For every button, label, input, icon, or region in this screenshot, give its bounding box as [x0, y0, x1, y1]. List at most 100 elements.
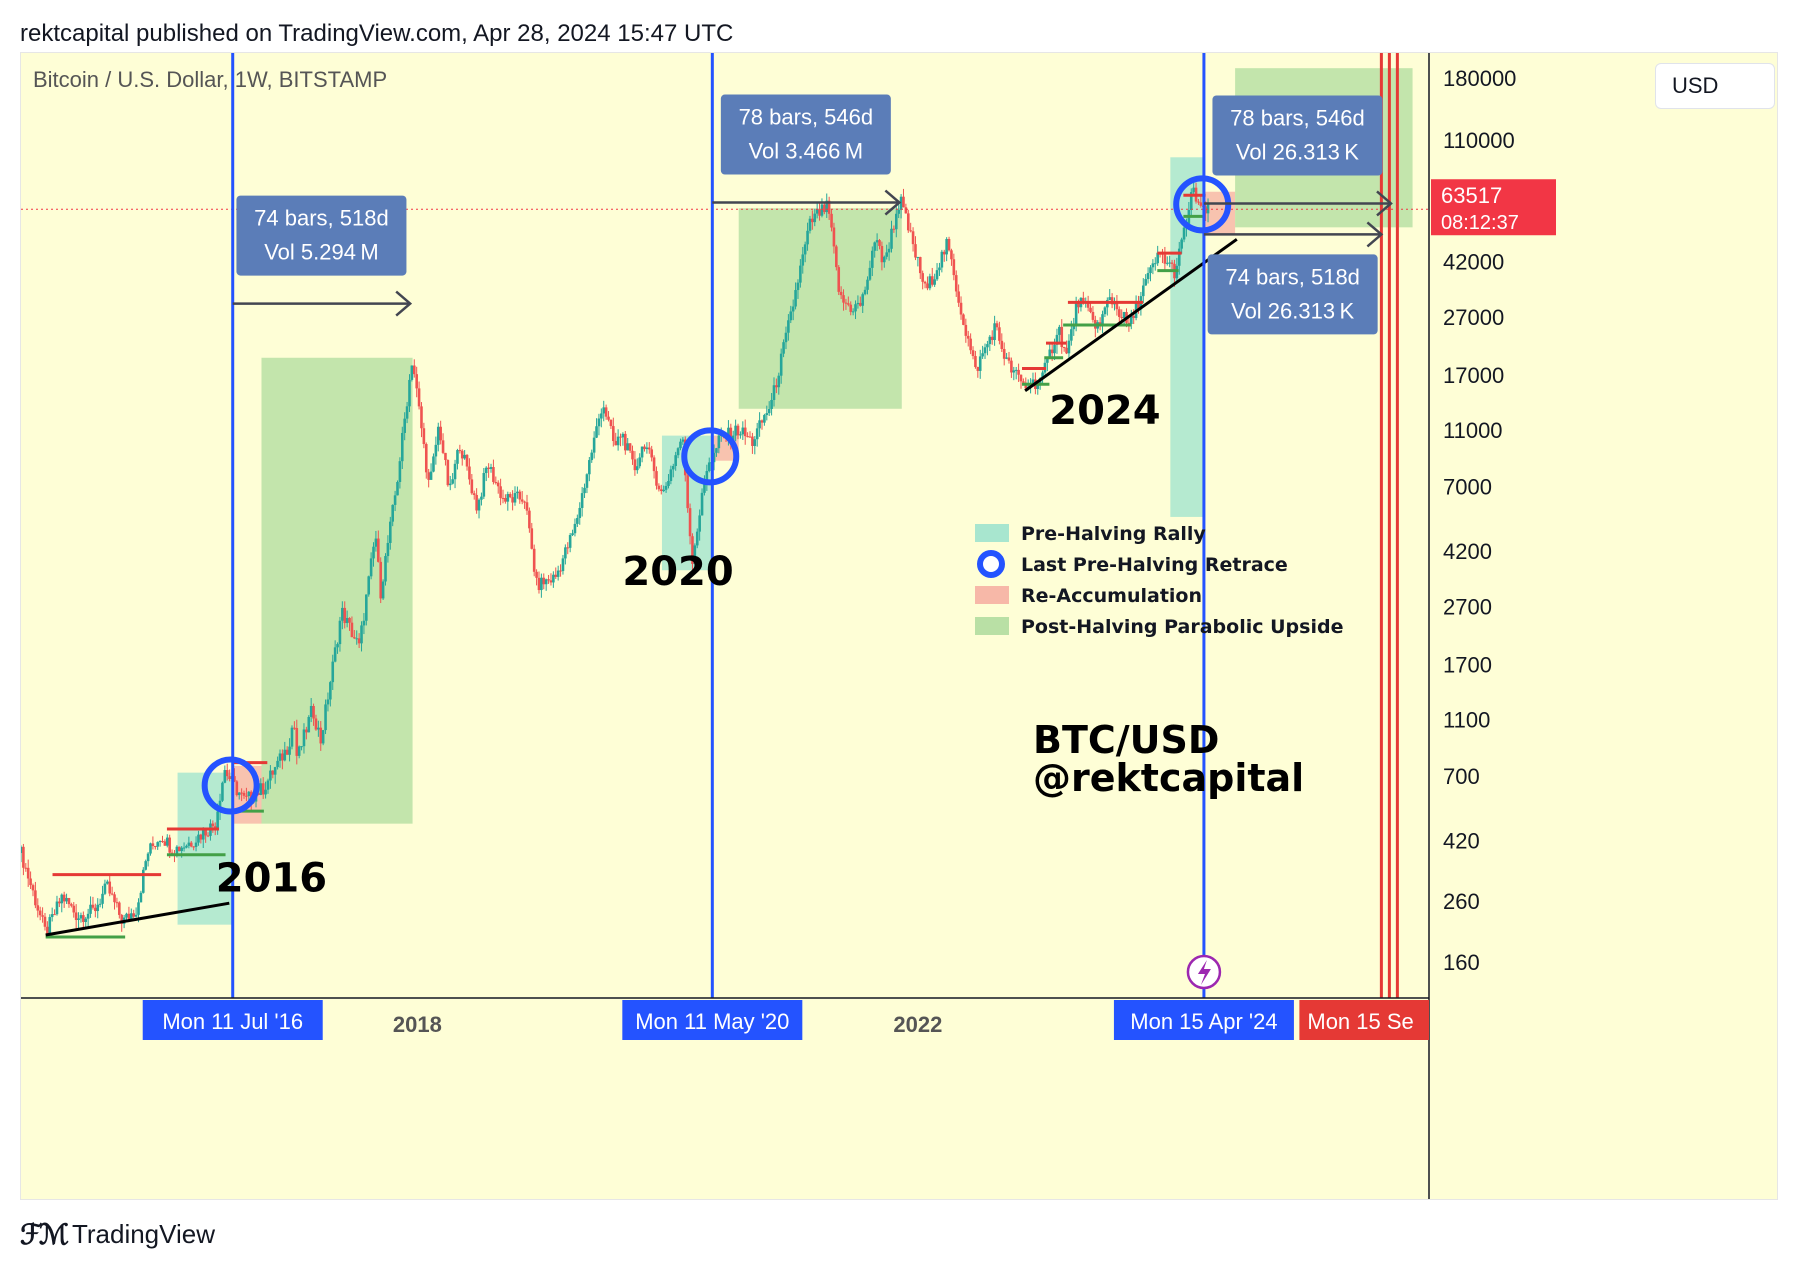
candle-body	[993, 323, 996, 341]
candle-body	[609, 419, 613, 427]
candle-body	[928, 276, 932, 289]
candle-body	[34, 890, 37, 906]
candle-body	[986, 344, 989, 348]
candle-body	[525, 502, 529, 511]
candle-body	[494, 482, 498, 484]
candle-body	[1177, 248, 1181, 266]
candle-body	[820, 204, 824, 216]
candle-body	[201, 829, 205, 840]
candle-body	[424, 444, 428, 473]
candle-body	[950, 250, 953, 260]
candle-body	[914, 244, 917, 258]
candle-body	[377, 538, 380, 562]
candle-body	[532, 548, 536, 572]
candle-body	[576, 518, 579, 524]
candle-body	[580, 493, 584, 508]
candle-body	[595, 426, 598, 438]
btc-chart[interactable]: 74 bars, 518d Vol 5.294 M 78 bars, 546d Vol…	[21, 53, 1778, 1200]
candle-body	[480, 496, 483, 500]
candle-body	[854, 304, 857, 312]
candle-body	[616, 436, 620, 446]
candle-body	[257, 793, 260, 795]
candle-body	[276, 760, 279, 768]
candle-body	[890, 228, 893, 249]
candle-body	[782, 342, 785, 354]
price-axis-background	[1429, 53, 1777, 1199]
measure-box	[1207, 254, 1378, 335]
candle-body	[1168, 262, 1171, 264]
candle-body	[520, 499, 524, 502]
candle-body	[417, 388, 421, 407]
candle-body	[535, 571, 538, 578]
candle-body	[151, 843, 155, 847]
candle-body	[1012, 370, 1016, 373]
time-tick: 2018	[393, 1012, 442, 1037]
candle-body	[194, 842, 198, 847]
candle-body	[868, 267, 872, 280]
candle-body	[163, 841, 167, 846]
candle-body	[1137, 302, 1140, 310]
candle-body	[1010, 360, 1013, 373]
tradingview-logo[interactable]: ℱℳ TradingView	[20, 1218, 215, 1251]
candle-body	[707, 462, 711, 471]
candle-body	[386, 542, 390, 557]
candle-body	[199, 834, 203, 840]
candle-body	[132, 913, 136, 917]
candle-body	[506, 494, 510, 502]
chart-panel[interactable]: 74 bars, 518d Vol 5.294 M 78 bars, 546d Vol…	[20, 52, 1778, 1200]
current-price-badge	[1431, 179, 1556, 236]
candle-body	[113, 894, 116, 903]
candle-body	[988, 336, 992, 345]
tradingview-icon: ℱℳ	[20, 1219, 69, 1250]
candle-body	[799, 265, 802, 283]
candle-body	[187, 842, 191, 846]
trendline	[1024, 238, 1238, 392]
candle-body	[72, 905, 76, 913]
candle-body	[926, 283, 929, 289]
candle-body	[633, 459, 637, 471]
candle-body	[1132, 315, 1135, 319]
candle-body	[329, 682, 332, 700]
candle-body	[578, 507, 582, 519]
chart-title: Bitcoin / U.S. Dollar, 1W, BITSTAMP	[33, 67, 387, 92]
candle-body	[307, 716, 311, 733]
candle-body	[789, 311, 793, 321]
candle-body	[700, 492, 704, 516]
candle-body	[321, 730, 325, 744]
candle-body	[664, 485, 668, 490]
candle-body	[381, 581, 385, 599]
legend-label: Post-Halving Parabolic Upside	[1021, 616, 1343, 638]
candle-body	[436, 426, 440, 445]
candle-body	[604, 407, 608, 417]
candle-body	[360, 625, 363, 644]
candle-body	[880, 245, 884, 263]
candle-body	[640, 446, 644, 458]
future-date-badge	[1299, 1000, 1429, 1040]
candle-body	[168, 837, 171, 853]
candles	[21, 179, 1210, 938]
candle-body	[528, 510, 531, 529]
candle-body	[1060, 326, 1064, 348]
candle-body	[295, 728, 299, 756]
candle-body	[319, 727, 323, 744]
candle-body	[412, 365, 416, 375]
candle-body	[482, 473, 486, 497]
candle-body	[1082, 297, 1085, 303]
candle-body	[348, 617, 351, 623]
candle-body	[681, 439, 685, 442]
candle-body	[971, 350, 975, 357]
candle-body	[518, 491, 522, 500]
candle-body	[278, 753, 282, 761]
candle-body	[446, 460, 450, 486]
candle-body	[686, 475, 689, 509]
candle-body	[662, 489, 665, 492]
currency-button[interactable]: USD	[1655, 63, 1775, 109]
candle-body	[300, 746, 303, 748]
candle-body	[590, 452, 594, 461]
candle-body	[1050, 349, 1054, 354]
candle-body	[177, 846, 181, 852]
candle-body	[976, 366, 980, 371]
candle-body	[573, 523, 577, 534]
candle-body	[273, 767, 277, 775]
candle-body	[1197, 201, 1200, 203]
